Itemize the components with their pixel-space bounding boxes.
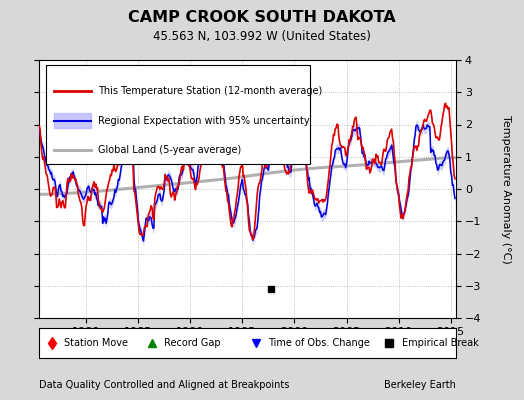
Text: Empirical Break: Empirical Break: [402, 338, 478, 348]
Text: Regional Expectation with 95% uncertainty: Regional Expectation with 95% uncertaint…: [97, 116, 309, 126]
Text: Record Gap: Record Gap: [165, 338, 221, 348]
Text: This Temperature Station (12-month average): This Temperature Station (12-month avera…: [97, 86, 322, 96]
Text: Berkeley Earth: Berkeley Earth: [384, 380, 456, 390]
Y-axis label: Temperature Anomaly (°C): Temperature Anomaly (°C): [501, 115, 511, 263]
Text: Global Land (5-year average): Global Land (5-year average): [97, 145, 241, 155]
FancyBboxPatch shape: [46, 65, 310, 164]
Text: Time of Obs. Change: Time of Obs. Change: [268, 338, 370, 348]
Text: Station Move: Station Move: [64, 338, 128, 348]
Text: 45.563 N, 103.992 W (United States): 45.563 N, 103.992 W (United States): [153, 30, 371, 43]
Text: CAMP CROOK SOUTH DAKOTA: CAMP CROOK SOUTH DAKOTA: [128, 10, 396, 25]
Text: Data Quality Controlled and Aligned at Breakpoints: Data Quality Controlled and Aligned at B…: [39, 380, 290, 390]
